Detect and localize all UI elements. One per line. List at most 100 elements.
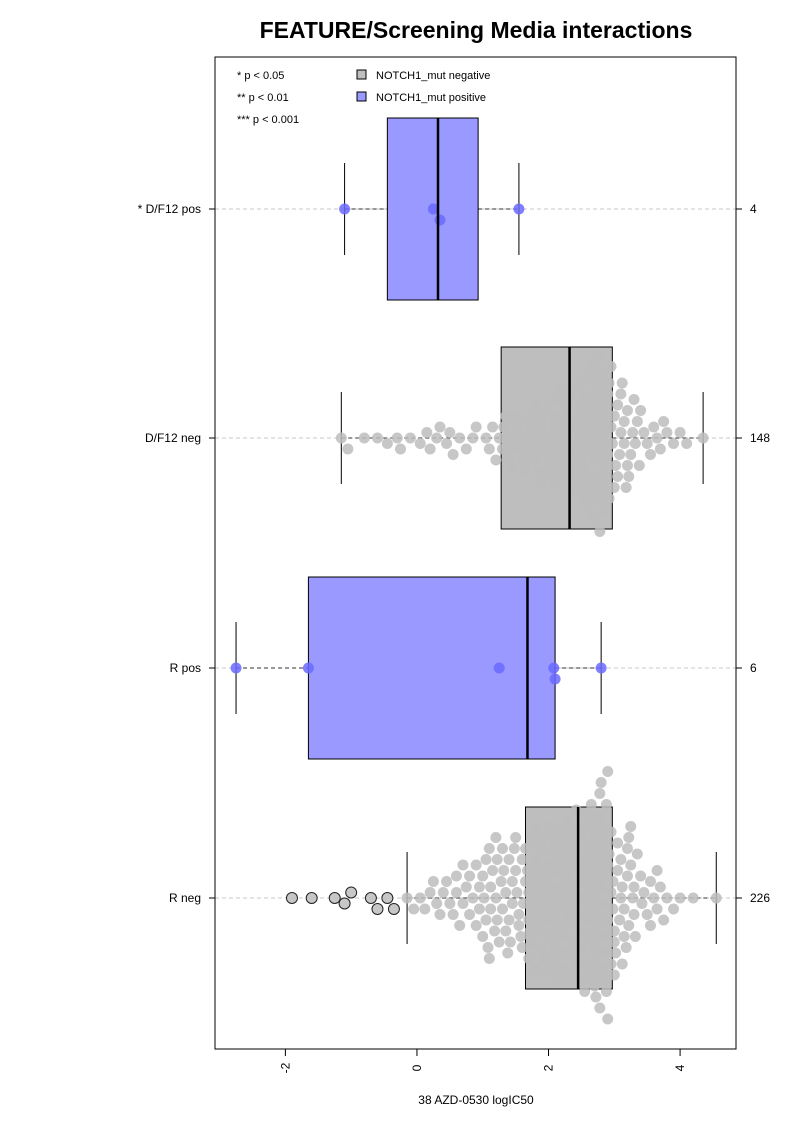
data-point bbox=[615, 427, 627, 438]
data-point bbox=[585, 482, 597, 493]
x-axis-label: 38 AZD-0530 logIC50 bbox=[418, 1093, 534, 1107]
data-point bbox=[554, 454, 566, 466]
data-point bbox=[582, 903, 594, 915]
data-point bbox=[592, 848, 604, 860]
x-tick-label: 4 bbox=[673, 1064, 687, 1071]
data-point bbox=[628, 881, 640, 893]
data-point bbox=[391, 432, 403, 444]
data-point bbox=[516, 942, 528, 953]
data-point bbox=[616, 377, 628, 389]
data-point bbox=[605, 826, 617, 838]
data-point bbox=[654, 443, 666, 455]
data-point bbox=[504, 936, 516, 948]
data-point bbox=[414, 892, 426, 904]
data-point bbox=[608, 410, 620, 422]
data-point bbox=[506, 898, 518, 909]
data-point bbox=[596, 898, 608, 909]
data-point bbox=[510, 443, 522, 455]
data-point bbox=[485, 903, 497, 915]
data-point bbox=[577, 942, 589, 953]
data-point bbox=[641, 438, 653, 449]
data-point bbox=[490, 832, 502, 843]
data-point bbox=[592, 377, 604, 389]
data-point bbox=[521, 865, 533, 876]
data-point bbox=[579, 986, 591, 997]
data-point bbox=[550, 432, 562, 444]
data-point bbox=[498, 865, 510, 876]
data-point bbox=[621, 460, 633, 471]
data-point bbox=[487, 865, 499, 876]
data-point bbox=[590, 991, 602, 1003]
data-point bbox=[437, 887, 449, 898]
data-point bbox=[508, 843, 520, 854]
data-point bbox=[596, 482, 608, 493]
data-point bbox=[585, 799, 597, 810]
data-point bbox=[594, 526, 606, 537]
data-point bbox=[595, 821, 607, 832]
data-point bbox=[625, 821, 637, 832]
data-point bbox=[552, 394, 564, 405]
data-point bbox=[513, 203, 525, 215]
data-point bbox=[526, 410, 538, 422]
data-point bbox=[533, 465, 545, 477]
data-point bbox=[543, 964, 555, 975]
outlier-point bbox=[364, 892, 377, 904]
data-point bbox=[582, 372, 594, 383]
data-point bbox=[556, 892, 568, 904]
data-point bbox=[581, 443, 593, 455]
data-point bbox=[519, 465, 531, 477]
data-point bbox=[421, 427, 433, 438]
data-point bbox=[603, 493, 615, 504]
data-point bbox=[529, 454, 541, 466]
data-point bbox=[651, 865, 663, 876]
data-point bbox=[548, 662, 560, 674]
data-point bbox=[395, 443, 407, 455]
data-point bbox=[358, 432, 370, 444]
data-point bbox=[483, 953, 495, 964]
data-point bbox=[339, 203, 351, 215]
data-point bbox=[536, 843, 548, 854]
data-point bbox=[629, 438, 641, 449]
data-point bbox=[598, 460, 610, 471]
data-point bbox=[631, 848, 643, 860]
y-tick-label: D/F12 neg bbox=[145, 431, 201, 445]
data-point bbox=[511, 421, 523, 433]
data-point bbox=[515, 931, 527, 942]
data-point bbox=[533, 865, 545, 876]
data-point bbox=[607, 903, 619, 915]
data-point bbox=[610, 947, 622, 959]
data-point bbox=[595, 964, 607, 975]
x-tick-label: 2 bbox=[542, 1064, 556, 1071]
data-point bbox=[648, 421, 660, 433]
outlier-point bbox=[345, 886, 358, 899]
data-point bbox=[631, 416, 643, 427]
data-point bbox=[638, 887, 650, 898]
data-point bbox=[592, 443, 604, 455]
data-point bbox=[559, 843, 571, 854]
data-point bbox=[556, 465, 568, 477]
data-point bbox=[618, 931, 630, 942]
data-point bbox=[518, 454, 530, 466]
data-point bbox=[577, 454, 589, 466]
data-point bbox=[579, 388, 591, 400]
data-point bbox=[485, 881, 497, 893]
data-point bbox=[460, 443, 472, 455]
data-point bbox=[595, 410, 607, 422]
data-point bbox=[548, 421, 560, 433]
data-point bbox=[566, 887, 578, 898]
data-point bbox=[543, 859, 555, 871]
data-point bbox=[536, 476, 548, 488]
data-point bbox=[513, 410, 525, 422]
data-point bbox=[598, 837, 610, 849]
data-point bbox=[502, 947, 514, 959]
data-point bbox=[552, 881, 564, 893]
data-point bbox=[623, 920, 635, 931]
data-point bbox=[629, 931, 641, 942]
data-point bbox=[554, 826, 566, 838]
data-point bbox=[589, 980, 601, 992]
data-point bbox=[561, 909, 573, 920]
data-point bbox=[697, 432, 709, 444]
data-point bbox=[529, 854, 541, 865]
data-point bbox=[635, 405, 647, 416]
data-point bbox=[496, 443, 508, 455]
